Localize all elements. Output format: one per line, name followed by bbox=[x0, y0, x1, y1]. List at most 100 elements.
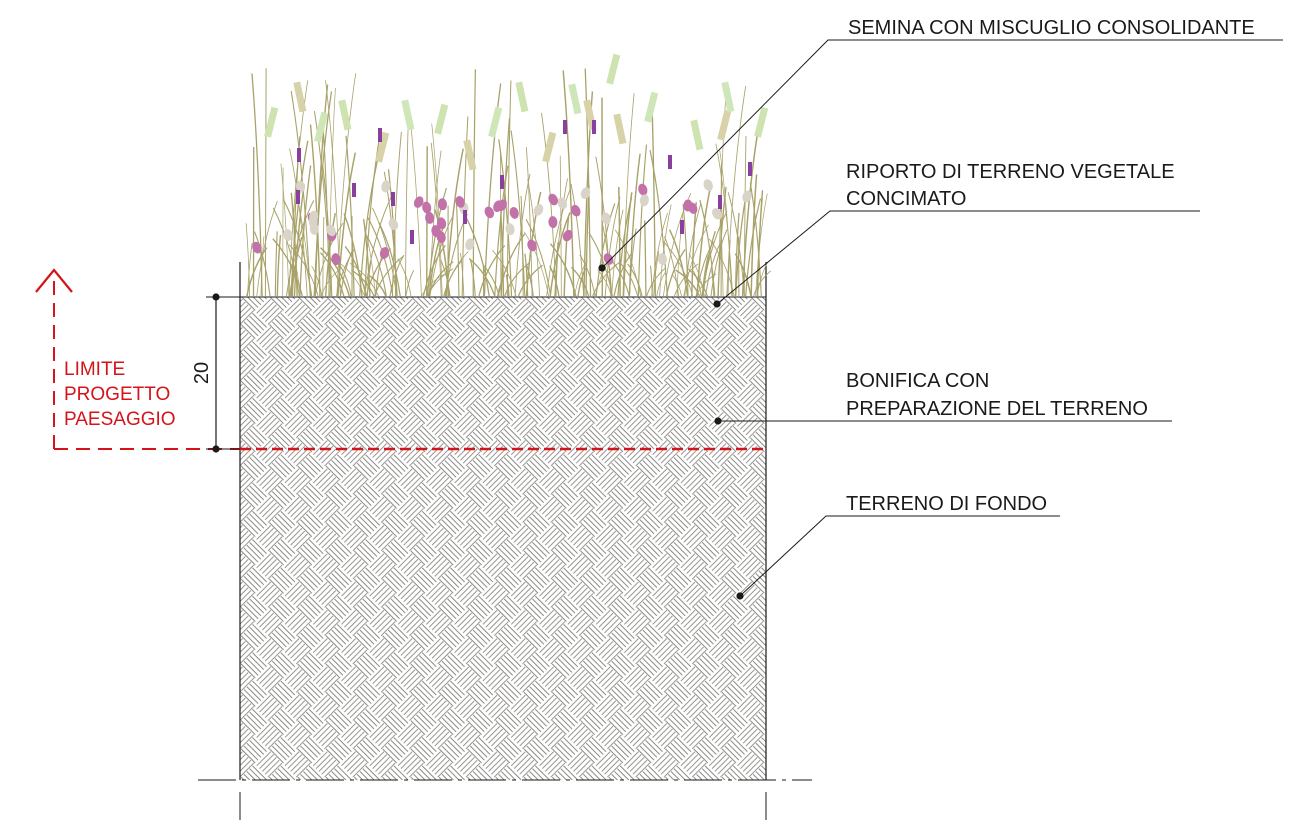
grass-blade bbox=[274, 231, 278, 297]
grass-blade bbox=[671, 273, 683, 297]
grass-blade bbox=[325, 80, 341, 297]
seed-head bbox=[293, 81, 307, 113]
grass-blade bbox=[734, 212, 740, 297]
grass-blade bbox=[405, 270, 415, 297]
grass-blade bbox=[604, 196, 621, 297]
grass-blade bbox=[563, 217, 570, 297]
grass-blade bbox=[498, 139, 513, 297]
flower bbox=[638, 183, 648, 196]
grass-vegetation bbox=[245, 53, 771, 297]
grass-blade bbox=[443, 251, 469, 297]
flower bbox=[413, 196, 424, 208]
limit-label-line3: PAESAGGIO bbox=[64, 409, 176, 430]
grass-blade bbox=[505, 274, 510, 297]
flower bbox=[425, 211, 435, 224]
grass-blade bbox=[421, 273, 445, 297]
seed-head bbox=[568, 83, 582, 115]
flower bbox=[484, 206, 495, 219]
flower bbox=[683, 199, 693, 212]
purple-flower bbox=[680, 220, 684, 234]
grass-blade bbox=[320, 247, 351, 297]
grass-blade bbox=[288, 274, 296, 297]
grass-blade bbox=[651, 93, 656, 297]
seed-head bbox=[690, 119, 704, 151]
seed-head bbox=[717, 109, 732, 141]
purple-flower bbox=[668, 155, 672, 169]
seed-head bbox=[463, 139, 477, 171]
flower bbox=[437, 198, 448, 211]
grass-blade bbox=[280, 163, 290, 297]
grass-blade bbox=[549, 212, 571, 297]
flower bbox=[557, 197, 568, 210]
purple-flower bbox=[748, 162, 752, 176]
grass-blade bbox=[726, 85, 747, 297]
grass-blade bbox=[500, 118, 511, 297]
grass-blade bbox=[359, 153, 380, 297]
flower bbox=[639, 194, 649, 207]
seed-head bbox=[375, 131, 390, 163]
seed-head bbox=[434, 103, 449, 135]
grass-blade bbox=[320, 268, 341, 297]
grass-blade bbox=[695, 273, 717, 297]
flower bbox=[431, 225, 441, 238]
grass-blade bbox=[750, 174, 758, 297]
grass-blade bbox=[675, 269, 701, 297]
flower bbox=[562, 229, 573, 242]
grass-blade bbox=[483, 83, 502, 297]
grass-blade bbox=[691, 202, 697, 297]
flower bbox=[571, 204, 581, 217]
depth-dimension-value: 20 bbox=[191, 362, 213, 384]
grass-blade bbox=[339, 249, 354, 297]
grass-blade bbox=[627, 263, 643, 297]
grass-blade bbox=[290, 192, 298, 297]
grass-blade bbox=[525, 191, 542, 297]
grass-blade bbox=[614, 229, 641, 297]
flower bbox=[505, 223, 515, 236]
flower bbox=[309, 210, 319, 223]
flower bbox=[436, 217, 447, 230]
grass-blade bbox=[584, 68, 592, 297]
flower bbox=[252, 241, 262, 254]
grass-blade bbox=[753, 270, 771, 297]
flower bbox=[533, 204, 544, 216]
grass-blade bbox=[520, 195, 524, 297]
grass-blade bbox=[455, 202, 460, 297]
grass-blade bbox=[613, 254, 632, 297]
grass-blade bbox=[309, 124, 321, 297]
purple-flower bbox=[378, 128, 382, 142]
purple-flower bbox=[352, 183, 356, 197]
limit-arrow-icon bbox=[35, 268, 73, 293]
grass-blade bbox=[285, 200, 315, 297]
grass-blade bbox=[293, 184, 305, 297]
grass-blade bbox=[276, 234, 282, 297]
label-seeding: SEMINA CON MISCUGLIO CONSOLIDANTE bbox=[848, 17, 1255, 39]
label-topsoil-line2: CONCIMATO bbox=[846, 188, 966, 210]
prepared-soil-layer bbox=[240, 297, 766, 449]
grass-blade bbox=[701, 210, 728, 297]
label-reclamation-line2: PREPARAZIONE DEL TERRENO bbox=[846, 398, 1148, 420]
flower bbox=[295, 180, 306, 193]
grass-blade bbox=[253, 231, 271, 297]
grass-blade bbox=[741, 127, 760, 297]
grass-blade bbox=[460, 253, 465, 297]
grass-blade bbox=[313, 91, 333, 297]
grass-blade bbox=[429, 216, 453, 297]
flower bbox=[548, 216, 558, 229]
seed-head bbox=[314, 111, 329, 143]
grass-blade bbox=[574, 260, 588, 297]
grass-blade bbox=[562, 70, 575, 297]
limit-marker bbox=[35, 268, 766, 451]
grass-blade bbox=[264, 68, 267, 297]
seed-head bbox=[606, 53, 621, 85]
grass-blade bbox=[313, 111, 332, 297]
grass-blade bbox=[525, 264, 534, 297]
seed-head bbox=[488, 106, 503, 138]
grass-blade bbox=[755, 193, 768, 297]
grass-blade bbox=[328, 87, 336, 297]
seed-head bbox=[515, 81, 529, 113]
leader-lines bbox=[598, 39, 1283, 600]
flower bbox=[381, 180, 391, 193]
grass-blade bbox=[651, 212, 668, 297]
purple-flower bbox=[563, 120, 567, 134]
